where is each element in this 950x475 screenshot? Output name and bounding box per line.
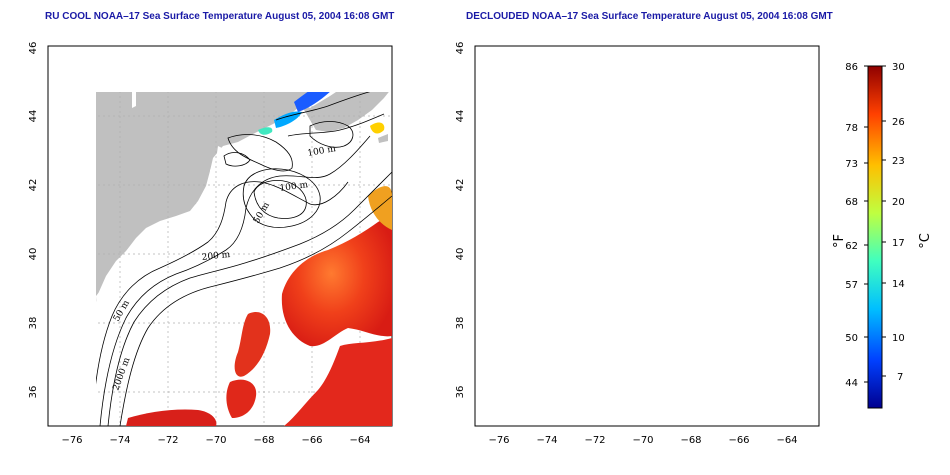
colorbar-f-tick: 50 xyxy=(845,333,858,344)
colorbar-celsius-label: °C xyxy=(918,233,933,249)
lon-axis-left: −76 −74 −72 −70 −68 −66 −64 xyxy=(61,435,370,446)
lat-tick: 44 xyxy=(455,110,466,123)
colorbar-c-tick: 26 xyxy=(892,117,905,128)
lon-tick: −64 xyxy=(349,435,370,446)
colorbar-c-tick: 20 xyxy=(892,197,905,208)
lat-tick: 36 xyxy=(455,386,466,399)
lat-tick: 38 xyxy=(28,317,39,330)
lon-axis-right: −76 −74 −72 −70 −68 −66 −64 xyxy=(488,435,797,446)
lat-tick: 36 xyxy=(28,386,39,399)
colorbar-f-tick: 86 xyxy=(845,62,858,73)
lon-tick: −64 xyxy=(776,435,797,446)
lon-tick: −74 xyxy=(536,435,557,446)
lon-tick: −68 xyxy=(253,435,274,446)
colorbar-c-tick: 30 xyxy=(892,62,905,73)
colorbar-f-tick: 68 xyxy=(845,197,858,208)
lon-tick: −66 xyxy=(728,435,749,446)
lat-tick: 40 xyxy=(28,248,39,261)
lon-tick: −74 xyxy=(109,435,130,446)
colorbar-c-tick: 14 xyxy=(892,279,905,290)
lat-axis-right: 46 44 42 40 38 36 xyxy=(455,42,466,399)
colorbar-f-tick: 73 xyxy=(845,159,858,170)
colorbar: 86 78 73 68 62 57 50 44 30 26 23 20 17 1… xyxy=(832,62,933,409)
lat-tick: 44 xyxy=(28,110,39,123)
lat-tick: 42 xyxy=(455,179,466,192)
lon-tick: −70 xyxy=(205,435,226,446)
colorbar-f-tick: 44 xyxy=(845,378,858,389)
colorbar-c-tick: 10 xyxy=(892,333,905,344)
colorbar-f-tick: 57 xyxy=(845,280,858,291)
map-panel-raw xyxy=(47,45,393,427)
colorbar-f-tick: 78 xyxy=(845,123,858,134)
colorbar-c-tick: 23 xyxy=(892,156,905,167)
lon-tick: −76 xyxy=(61,435,82,446)
lon-tick: −66 xyxy=(301,435,322,446)
map-panel-declouded xyxy=(474,45,820,427)
lat-tick: 46 xyxy=(28,42,39,55)
lat-axis-left: 46 44 42 40 38 36 xyxy=(28,42,39,399)
lat-tick: 38 xyxy=(455,317,466,330)
lon-tick: −72 xyxy=(584,435,605,446)
lon-tick: −68 xyxy=(680,435,701,446)
lon-tick: −70 xyxy=(632,435,653,446)
lon-tick: −76 xyxy=(488,435,509,446)
colorbar-gradient xyxy=(867,65,883,409)
colorbar-c-tick: 7 xyxy=(897,372,903,383)
map-title-declouded: DECLOUDED NOAA–17 Sea Surface Temperatur… xyxy=(466,11,833,22)
lat-tick: 46 xyxy=(455,42,466,55)
lat-tick: 42 xyxy=(28,179,39,192)
map-title-raw: RU COOL NOAA–17 Sea Surface Temperature … xyxy=(45,11,395,22)
lat-tick: 40 xyxy=(455,248,466,261)
lon-tick: −72 xyxy=(157,435,178,446)
colorbar-c-tick: 17 xyxy=(892,238,905,249)
colorbar-f-tick: 62 xyxy=(845,241,858,252)
colorbar-fahrenheit-label: °F xyxy=(832,234,847,248)
map-frame xyxy=(474,45,820,427)
